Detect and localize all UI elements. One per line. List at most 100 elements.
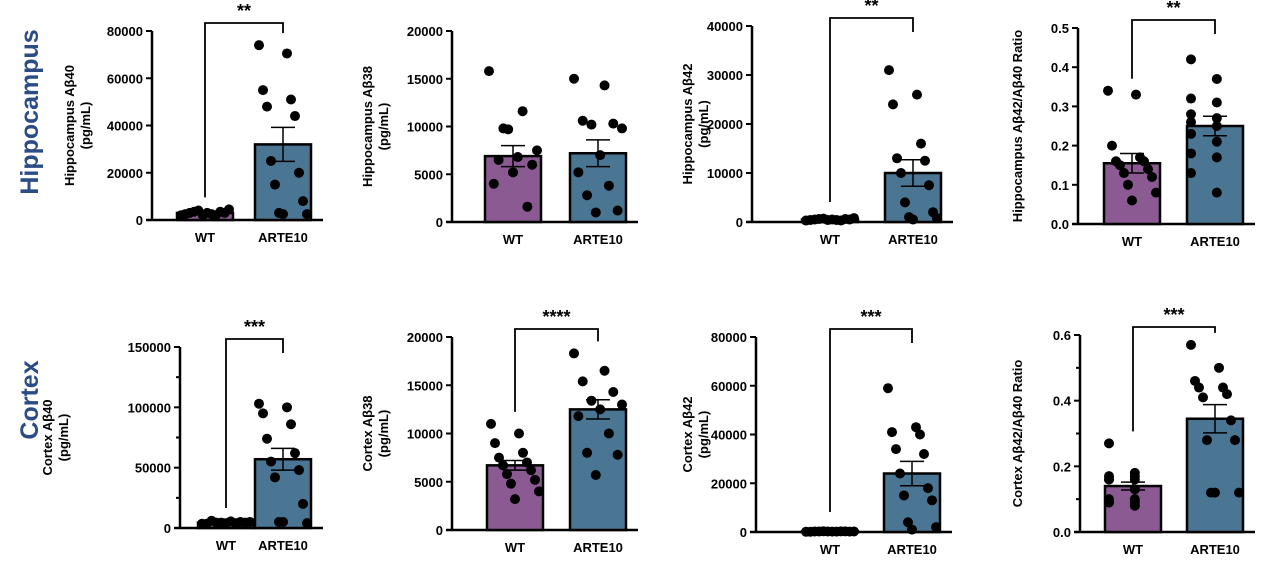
data-point — [514, 428, 524, 439]
data-point — [892, 153, 902, 164]
y-axis-label: Hippocampus Aβ42 — [680, 64, 695, 185]
x-tick-label: ARTE10 — [258, 538, 308, 553]
data-point — [512, 152, 523, 163]
data-point — [835, 526, 846, 537]
y-tick-label: 60000 — [107, 71, 143, 86]
data-point — [270, 179, 280, 190]
y-tick-label: 0.5 — [1051, 21, 1069, 36]
y-tick-label: 15000 — [407, 72, 443, 87]
x-tick-label: ARTE10 — [258, 230, 308, 245]
data-point — [1186, 128, 1196, 139]
panel-7: 0.0 0.2 0.4 0.6 Cortex Aβ42/Aβ40 Ratio WT ARTE… — [1010, 305, 1255, 557]
y-tick-label: 0.2 — [1051, 139, 1069, 154]
significance-bracket — [514, 328, 599, 412]
data-point — [530, 474, 540, 485]
data-point — [484, 66, 494, 77]
data-point — [180, 209, 191, 220]
x-tick-label: WT — [195, 230, 215, 245]
x-tick-label: ARTE10 — [887, 542, 937, 557]
significance-stars: ** — [864, 0, 878, 16]
data-point — [1186, 168, 1196, 179]
data-point — [510, 494, 520, 505]
data-point — [1198, 392, 1208, 403]
data-point — [1214, 362, 1224, 373]
y-tick-label: 150000 — [128, 340, 171, 355]
data-point — [1211, 73, 1222, 84]
data-point — [887, 427, 897, 438]
x-tick-label: WT — [1122, 234, 1142, 249]
x-tick-label: ARTE10 — [1190, 542, 1240, 557]
y-tick-label: 0.0 — [1051, 217, 1069, 232]
y-tick-label: 20000 — [407, 330, 443, 345]
data-point — [814, 526, 825, 537]
data-point — [1211, 97, 1222, 108]
data-point — [1211, 136, 1222, 147]
data-point — [805, 215, 816, 226]
significance-stars: *** — [1163, 305, 1184, 325]
y-axis-label: (pg/mL) — [56, 414, 71, 462]
data-point — [1186, 109, 1196, 120]
data-point — [1147, 171, 1157, 182]
data-point — [915, 429, 925, 440]
data-point — [302, 209, 312, 220]
data-point — [498, 460, 508, 471]
data-point — [262, 101, 272, 112]
data-point — [822, 526, 833, 537]
data-point — [1115, 160, 1125, 171]
y-axis-label: Hippocampus Aβ40 — [62, 65, 77, 186]
data-point — [1211, 187, 1222, 198]
significance-bracket — [1132, 326, 1216, 432]
y-axis-label: Cortex Aβ38 — [360, 395, 375, 471]
data-point — [586, 119, 597, 130]
x-tick-label: ARTE10 — [888, 232, 938, 247]
data-point — [1129, 500, 1140, 511]
y-tick-label: 0.6 — [1053, 328, 1071, 343]
x-tick-label: WT — [503, 232, 523, 247]
y-tick-label: 15000 — [407, 378, 443, 393]
data-point — [286, 419, 296, 430]
data-point — [919, 449, 929, 459]
data-point — [912, 89, 922, 100]
data-point — [617, 123, 627, 134]
data-point — [900, 197, 910, 208]
data-point — [612, 205, 623, 216]
x-tick-label: WT — [820, 542, 840, 557]
panel-1: 0 5000 10000 15000 20000 Hippocampus Aβ38 (pg/… — [360, 24, 638, 247]
data-point — [302, 518, 312, 529]
y-tick-label: 100000 — [128, 400, 171, 415]
x-tick-label: ARTE10 — [573, 232, 623, 247]
data-point — [1211, 121, 1222, 131]
data-point — [532, 145, 542, 156]
data-point — [508, 167, 518, 178]
data-point — [201, 518, 212, 529]
data-point — [920, 155, 930, 166]
data-point — [488, 178, 499, 189]
data-point — [844, 214, 855, 225]
data-point — [573, 411, 584, 422]
data-point — [216, 517, 227, 528]
y-tick-label: 0 — [736, 215, 743, 230]
data-point — [1186, 54, 1196, 65]
y-tick-label: 5000 — [414, 475, 443, 490]
x-tick-label: ARTE10 — [1190, 234, 1240, 249]
data-point — [502, 469, 512, 480]
data-point — [1119, 168, 1129, 179]
panel-5: 0 5000 10000 15000 20000 Cortex Aβ38 (pg/mL) WT… — [360, 307, 638, 555]
significance-stars: **** — [542, 307, 570, 327]
significance-bracket — [1131, 19, 1216, 79]
data-point — [258, 85, 268, 96]
data-point — [254, 40, 264, 51]
y-tick-label: 10000 — [707, 166, 743, 181]
data-point — [582, 190, 593, 201]
data-point — [608, 387, 619, 398]
data-point — [888, 99, 898, 110]
y-tick-label: 0.0 — [1053, 525, 1071, 540]
data-point — [1186, 339, 1196, 350]
data-point — [1127, 195, 1137, 206]
data-point — [1129, 474, 1140, 485]
data-point — [844, 526, 855, 537]
row-title-cortex: Cortex — [16, 360, 44, 439]
significance-stars: *** — [860, 307, 881, 327]
data-point — [1131, 89, 1141, 100]
